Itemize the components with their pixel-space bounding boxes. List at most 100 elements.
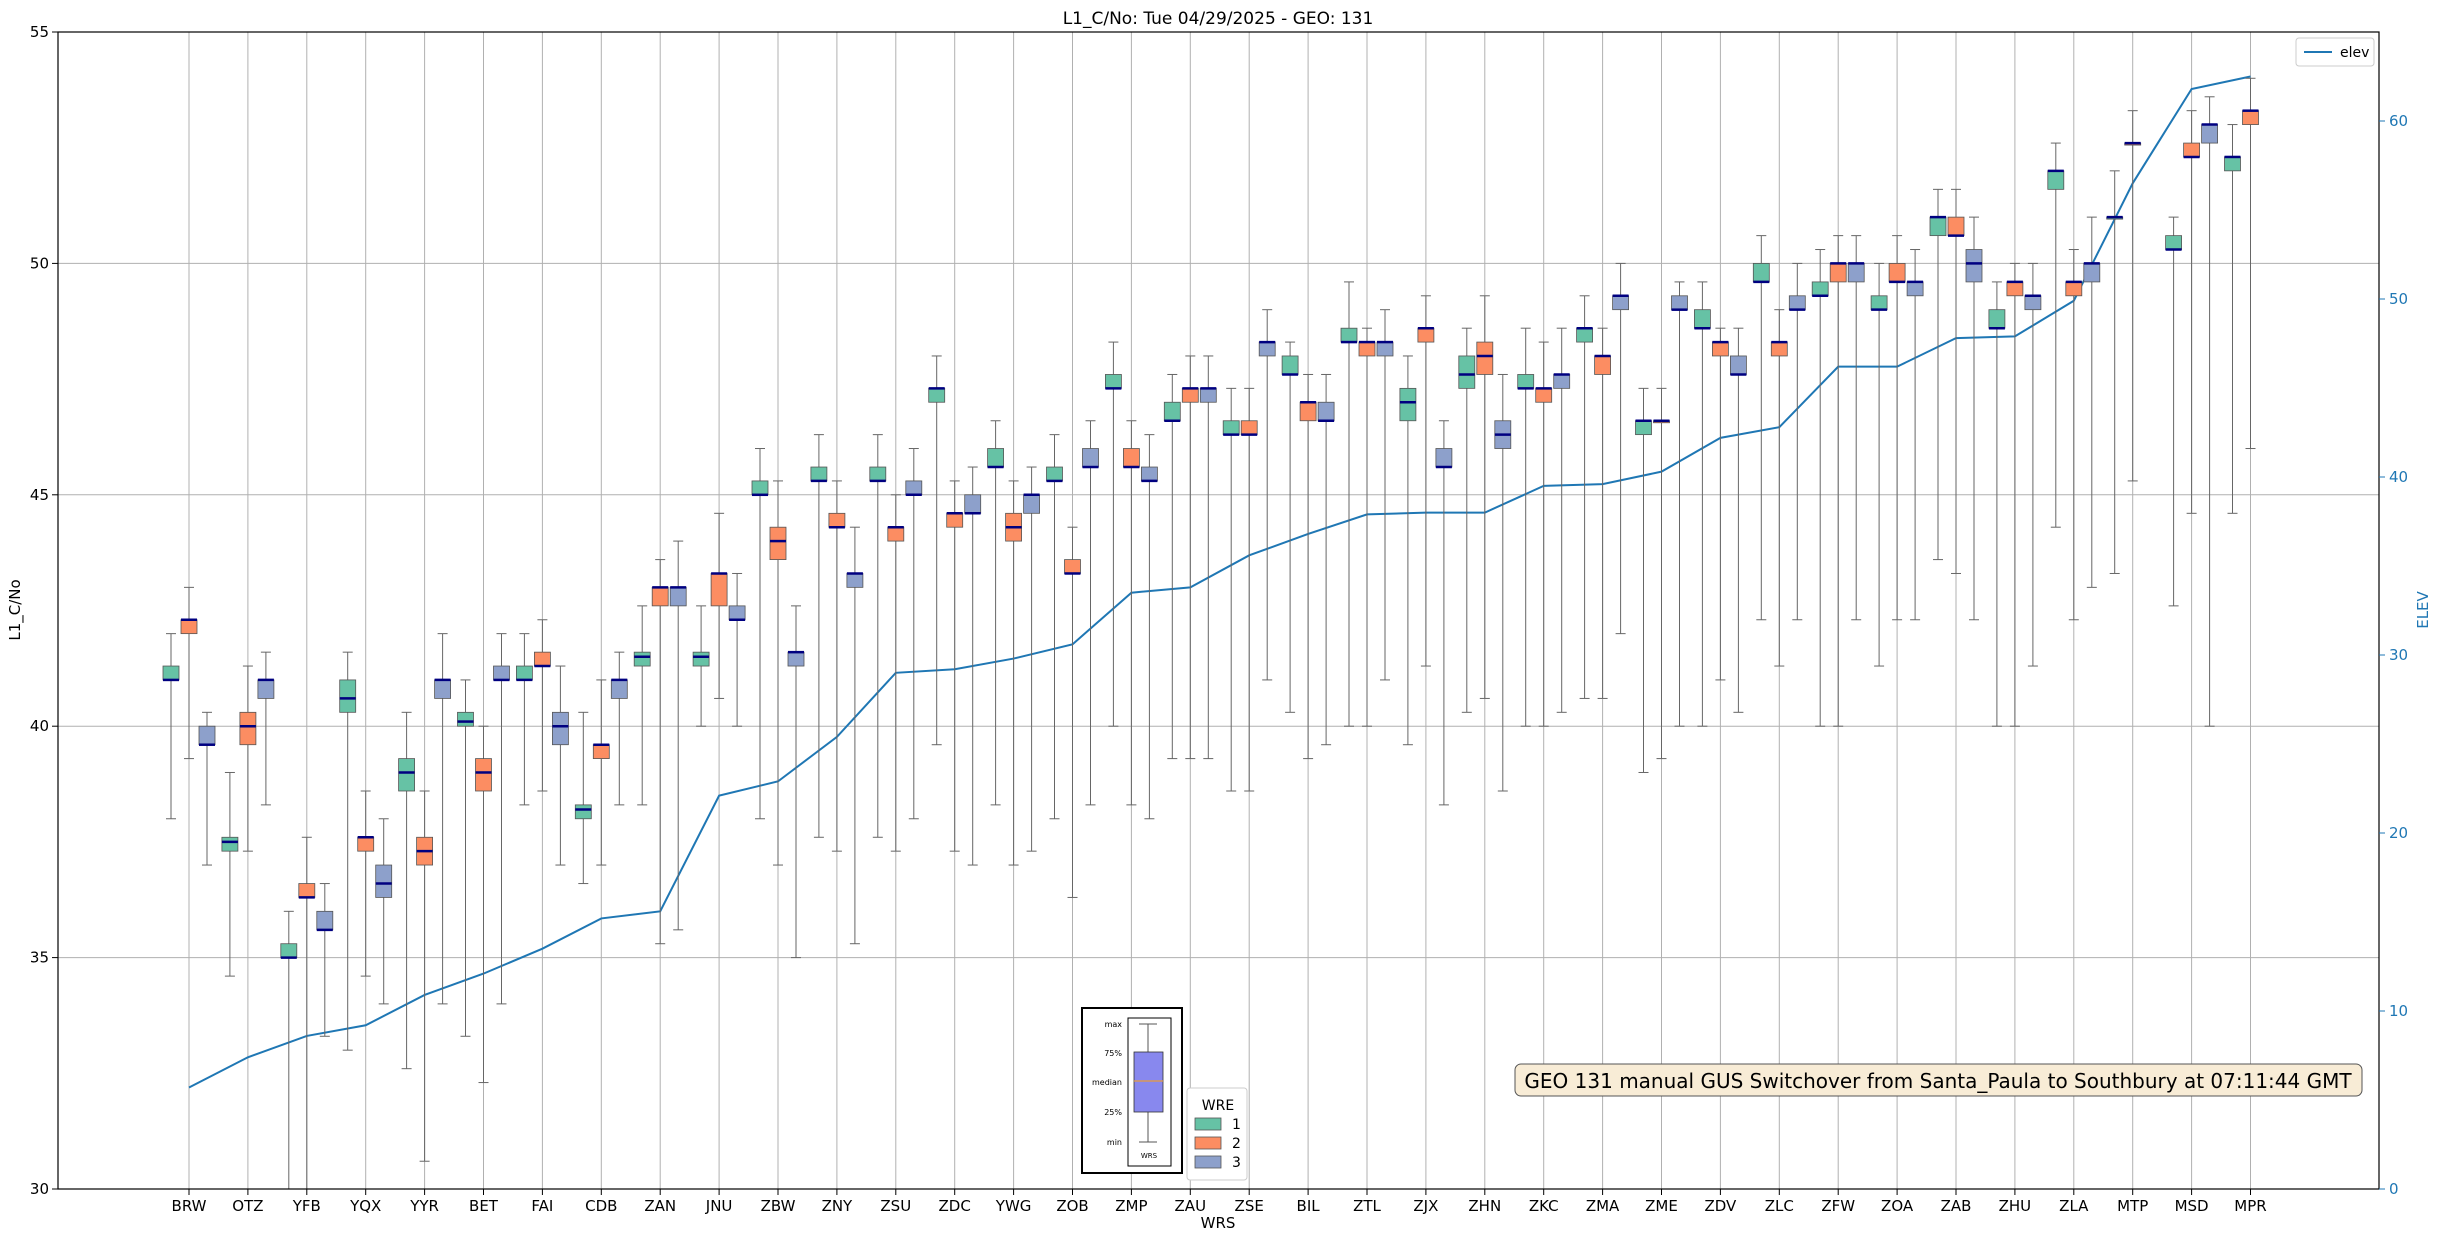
box-wre-3 bbox=[2083, 262, 2101, 283]
inset-xlabel: WRS bbox=[1141, 1152, 1158, 1160]
box-wre-1 bbox=[1635, 420, 1652, 436]
y2-axis-label: ELEV bbox=[2414, 590, 2432, 628]
box-wre-3 bbox=[846, 573, 864, 588]
y2-tick-label: 40 bbox=[2389, 468, 2408, 486]
x-tick-label: BET bbox=[469, 1197, 499, 1215]
box-wre-1 bbox=[516, 665, 533, 681]
inset-label-median: median bbox=[1092, 1078, 1122, 1087]
box-wre-2 bbox=[2242, 110, 2259, 125]
box-wre-3 bbox=[1788, 295, 1806, 311]
elev-line bbox=[188, 75, 2251, 1089]
y-tick-label: 55 bbox=[30, 23, 49, 41]
y-tick-label: 30 bbox=[30, 1180, 49, 1198]
box-wre-3 bbox=[905, 480, 923, 496]
y-tick-label: 45 bbox=[30, 486, 49, 504]
box-wre-2 bbox=[1299, 401, 1317, 422]
box-wre-1 bbox=[1694, 309, 1711, 329]
box-wre-1 bbox=[162, 665, 180, 681]
x-tick-label: ZDC bbox=[939, 1197, 971, 1215]
x-axis-label: WRS bbox=[1201, 1214, 1236, 1232]
box-wre-1 bbox=[633, 651, 651, 667]
box-wre-3 bbox=[728, 605, 746, 621]
tick-layer: 30 35 40 45 50 55 0 10 20 30 40 50 60 BRW OTZ YFB YQX YYR… bbox=[30, 23, 2408, 1215]
y-tick-label: 40 bbox=[30, 717, 49, 735]
box-wre-3 bbox=[669, 586, 687, 607]
box-wre-1 bbox=[1988, 309, 2006, 329]
wre-swatch-2 bbox=[1194, 1136, 1222, 1150]
box-wre-1 bbox=[810, 466, 828, 482]
x-tick-label: YYR bbox=[409, 1197, 439, 1215]
x-tick-label: YQX bbox=[349, 1197, 381, 1215]
x-tick-label: YFB bbox=[292, 1197, 321, 1215]
box-wre-2 bbox=[357, 836, 375, 852]
box-wre-3 bbox=[1435, 448, 1453, 468]
annotation-box: GEO 131 manual GUS Switchover from Santa… bbox=[1514, 1063, 2363, 1097]
box-wre-1 bbox=[751, 480, 769, 496]
inset-label-25: 25% bbox=[1104, 1108, 1122, 1117]
plot-frame bbox=[57, 31, 2380, 1190]
wre-label-3: 3 bbox=[1232, 1155, 1241, 1171]
box-wre-2 bbox=[1770, 341, 1788, 357]
x-tick-label: ZAN bbox=[644, 1197, 676, 1215]
y2-tick-label: 10 bbox=[2389, 1002, 2408, 1020]
x-tick-label: ZDV bbox=[1704, 1197, 1737, 1215]
x-tick-label: ZFW bbox=[1821, 1197, 1855, 1215]
x-tick-label: ZLC bbox=[1765, 1197, 1794, 1215]
box-wre-2 bbox=[828, 512, 846, 528]
wre-swatch-3 bbox=[1194, 1155, 1222, 1169]
x-tick-label: MTP bbox=[2117, 1197, 2148, 1215]
x-tick-label: ZSU bbox=[880, 1197, 911, 1215]
x-tick-label: MPR bbox=[2234, 1197, 2266, 1215]
box-wre-1 bbox=[1399, 387, 1417, 422]
box-wre-2 bbox=[2065, 281, 2083, 297]
x-tick-label: ZOA bbox=[1881, 1197, 1914, 1215]
x-tick-label: ZOB bbox=[1056, 1197, 1088, 1215]
x-tick-label: ZMA bbox=[1586, 1197, 1620, 1215]
x-tick-label: MSD bbox=[2175, 1197, 2209, 1215]
box-explanation-inset: max 75% median 25% min WRS bbox=[1081, 1007, 1183, 1174]
box-wre-2 bbox=[180, 619, 198, 635]
wre-swatch-1 bbox=[1194, 1117, 1222, 1131]
box-wre-1 bbox=[987, 448, 1004, 468]
elev-layer bbox=[188, 75, 2251, 1089]
x-tick-label: ZBW bbox=[761, 1197, 796, 1215]
box-wre-1 bbox=[692, 651, 710, 667]
box-wre-3 bbox=[375, 864, 393, 898]
box-wre-2 bbox=[769, 526, 787, 560]
box-wre-1 bbox=[1752, 262, 1770, 283]
box-wre-1 bbox=[2165, 235, 2183, 250]
box-wre-1 bbox=[1340, 327, 1358, 343]
y-tick-label: 50 bbox=[30, 254, 49, 272]
box-wre-1 bbox=[1811, 281, 1829, 297]
box-wre-3 bbox=[1258, 341, 1276, 357]
box-wre-3 bbox=[1317, 401, 1335, 422]
box-wre-2 bbox=[2006, 281, 2024, 297]
box-wre-1 bbox=[457, 711, 474, 727]
box-layer bbox=[162, 77, 2259, 1190]
box-wre-3 bbox=[1199, 387, 1217, 403]
box-wre-1 bbox=[1163, 401, 1181, 422]
y-tick-label: 35 bbox=[30, 949, 49, 967]
box-wre-3 bbox=[1730, 355, 1747, 375]
box-wre-1 bbox=[1576, 327, 1593, 343]
box-wre-1 bbox=[1222, 420, 1240, 436]
box-wre-3 bbox=[1553, 374, 1571, 389]
box-wre-2 bbox=[1594, 355, 1611, 375]
inset-label-min: min bbox=[1107, 1138, 1122, 1147]
box-wre-3 bbox=[257, 679, 275, 699]
box-wre-1 bbox=[1105, 374, 1122, 389]
annotation-text: GEO 131 manual GUS Switchover from Santa… bbox=[1524, 1069, 2352, 1093]
x-tick-label: ZHU bbox=[1999, 1197, 2032, 1215]
wre-label-1: 1 bbox=[1232, 1117, 1241, 1133]
x-tick-label: ZHN bbox=[1468, 1197, 1501, 1215]
box-wre-2 bbox=[1476, 341, 1494, 375]
y2-tick-label: 30 bbox=[2389, 646, 2408, 664]
y2-tick-label: 50 bbox=[2389, 290, 2408, 308]
box-wre-2 bbox=[1358, 341, 1376, 357]
box-wre-1 bbox=[869, 466, 887, 482]
x-tick-label: FAI bbox=[531, 1197, 553, 1215]
box-wre-3 bbox=[964, 494, 982, 514]
x-tick-label: ZSE bbox=[1235, 1197, 1264, 1215]
box-wre-2 bbox=[887, 526, 905, 542]
